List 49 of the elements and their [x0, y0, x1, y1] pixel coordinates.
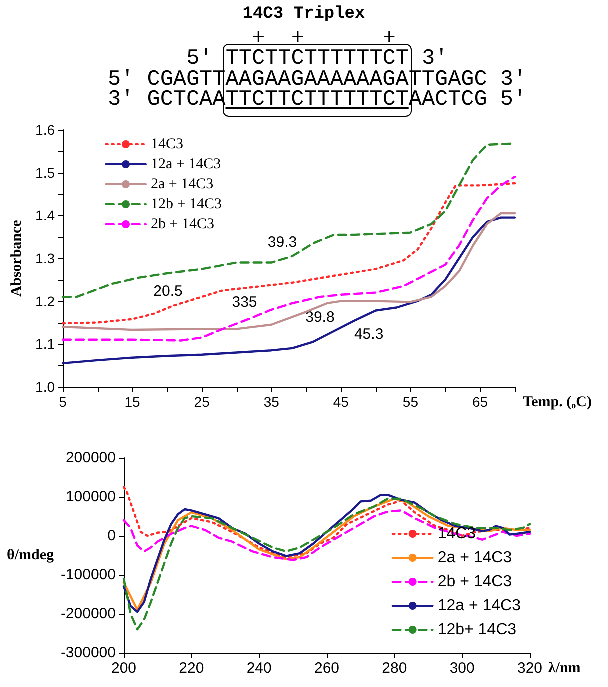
y-tick-label: 1.0 — [36, 379, 56, 395]
annotation: 39.3 — [268, 234, 298, 251]
x-tick-label: 300 — [450, 660, 475, 677]
y-tick-label: 200000 — [66, 450, 116, 466]
legend-label: 2b + 14C3 — [438, 574, 512, 590]
y-tick-label: 1.4 — [36, 208, 56, 224]
legend-label: 2a + 14C3 — [438, 550, 512, 566]
chart-title: 14C3 Triplex — [242, 5, 366, 24]
annotation: 20.5 — [154, 283, 183, 300]
x-axis-title: λ/nm — [548, 660, 582, 676]
x-tick-label: 15 — [124, 394, 141, 410]
legend-label: 12b+ 14C3 — [438, 622, 517, 638]
y-tick-label: -300000 — [60, 644, 116, 662]
x-tick-label: 35 — [264, 394, 280, 410]
legend-label: 2b + 14C3 — [151, 216, 214, 232]
line-series — [122, 510, 532, 562]
y-tick-label: 1.3 — [36, 250, 56, 266]
x-tick-label: 320 — [517, 660, 543, 677]
x-tick-label: 200 — [111, 660, 137, 677]
x-tick-label: 260 — [314, 660, 340, 677]
line-series — [62, 216, 516, 365]
legend-label: 12b + 14C3 — [151, 196, 222, 212]
y-tick-label: 100000 — [66, 488, 116, 506]
x-tick-label: 25 — [194, 394, 210, 410]
y-tick-label: 1.5 — [36, 164, 56, 181]
x-tick-label: 220 — [179, 660, 204, 677]
legend-label: 14C3 — [151, 136, 184, 152]
annotation: 39.8 — [306, 308, 335, 326]
y-tick-label: 1.6 — [36, 122, 56, 138]
y-tick-label: 1.2 — [36, 293, 56, 310]
y-tick-label: -200000 — [60, 606, 116, 622]
y-tick-label: 0 — [108, 528, 116, 544]
x-tick-label: 55 — [402, 394, 419, 410]
x-tick-label: 65 — [472, 394, 488, 410]
annotation: 335 — [232, 294, 258, 311]
x-tick-label: 280 — [382, 660, 408, 677]
x-tick-label: 240 — [246, 660, 272, 677]
y-axis-title: Absorbance — [9, 220, 26, 297]
y-tick-label: -100000 — [60, 566, 116, 584]
y-tick-label: 1.1 — [36, 336, 56, 352]
x-tick-label: 5 — [59, 394, 68, 410]
legend-label: 2a + 14C3 — [151, 176, 214, 192]
legend-label: 12a + 14C3 — [438, 598, 522, 614]
y-axis-title: θ/mdeg — [7, 548, 54, 564]
x-axis-title: Temp. (oC) — [523, 394, 592, 410]
text: 5' TTCTTCTTTTTTCT 3' — [186, 46, 448, 71]
legend-label: 12a + 14C3 — [151, 156, 222, 172]
x-tick-label: 45 — [333, 394, 350, 410]
annotation: 45.3 — [354, 326, 384, 344]
